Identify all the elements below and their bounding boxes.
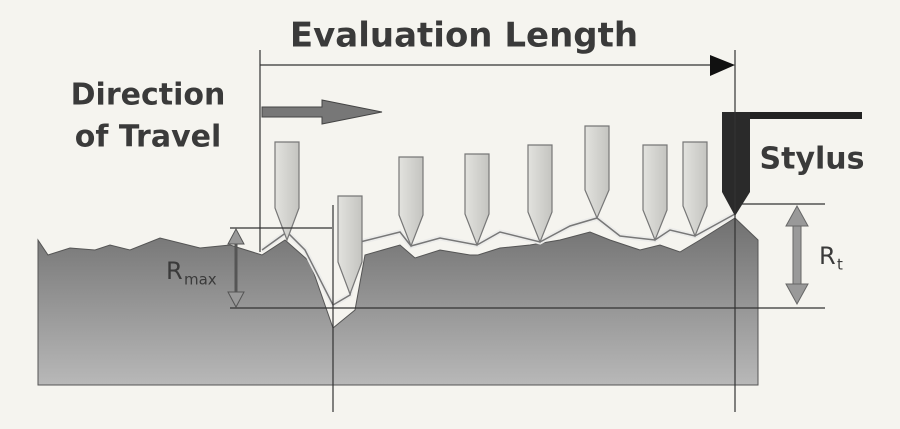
- direction-arrow: [261, 99, 383, 125]
- direction-label: of Travel: [75, 120, 222, 155]
- surface: [37, 217, 759, 386]
- styli: [274, 125, 708, 296]
- rmax-subscript: max: [184, 271, 217, 289]
- rmax-symbol: R: [166, 257, 183, 285]
- rt-symbol: R: [819, 242, 836, 270]
- rt-subscript: t: [837, 256, 843, 274]
- stylus-label: Stylus: [760, 142, 865, 177]
- direction-label: Direction: [71, 78, 226, 113]
- title: Evaluation Length: [290, 16, 638, 56]
- rt-arrow: [785, 204, 809, 306]
- guides: [230, 50, 825, 412]
- rmax-arrow: [227, 227, 245, 309]
- length-arrowhead: [710, 55, 735, 76]
- stylus: [722, 112, 862, 216]
